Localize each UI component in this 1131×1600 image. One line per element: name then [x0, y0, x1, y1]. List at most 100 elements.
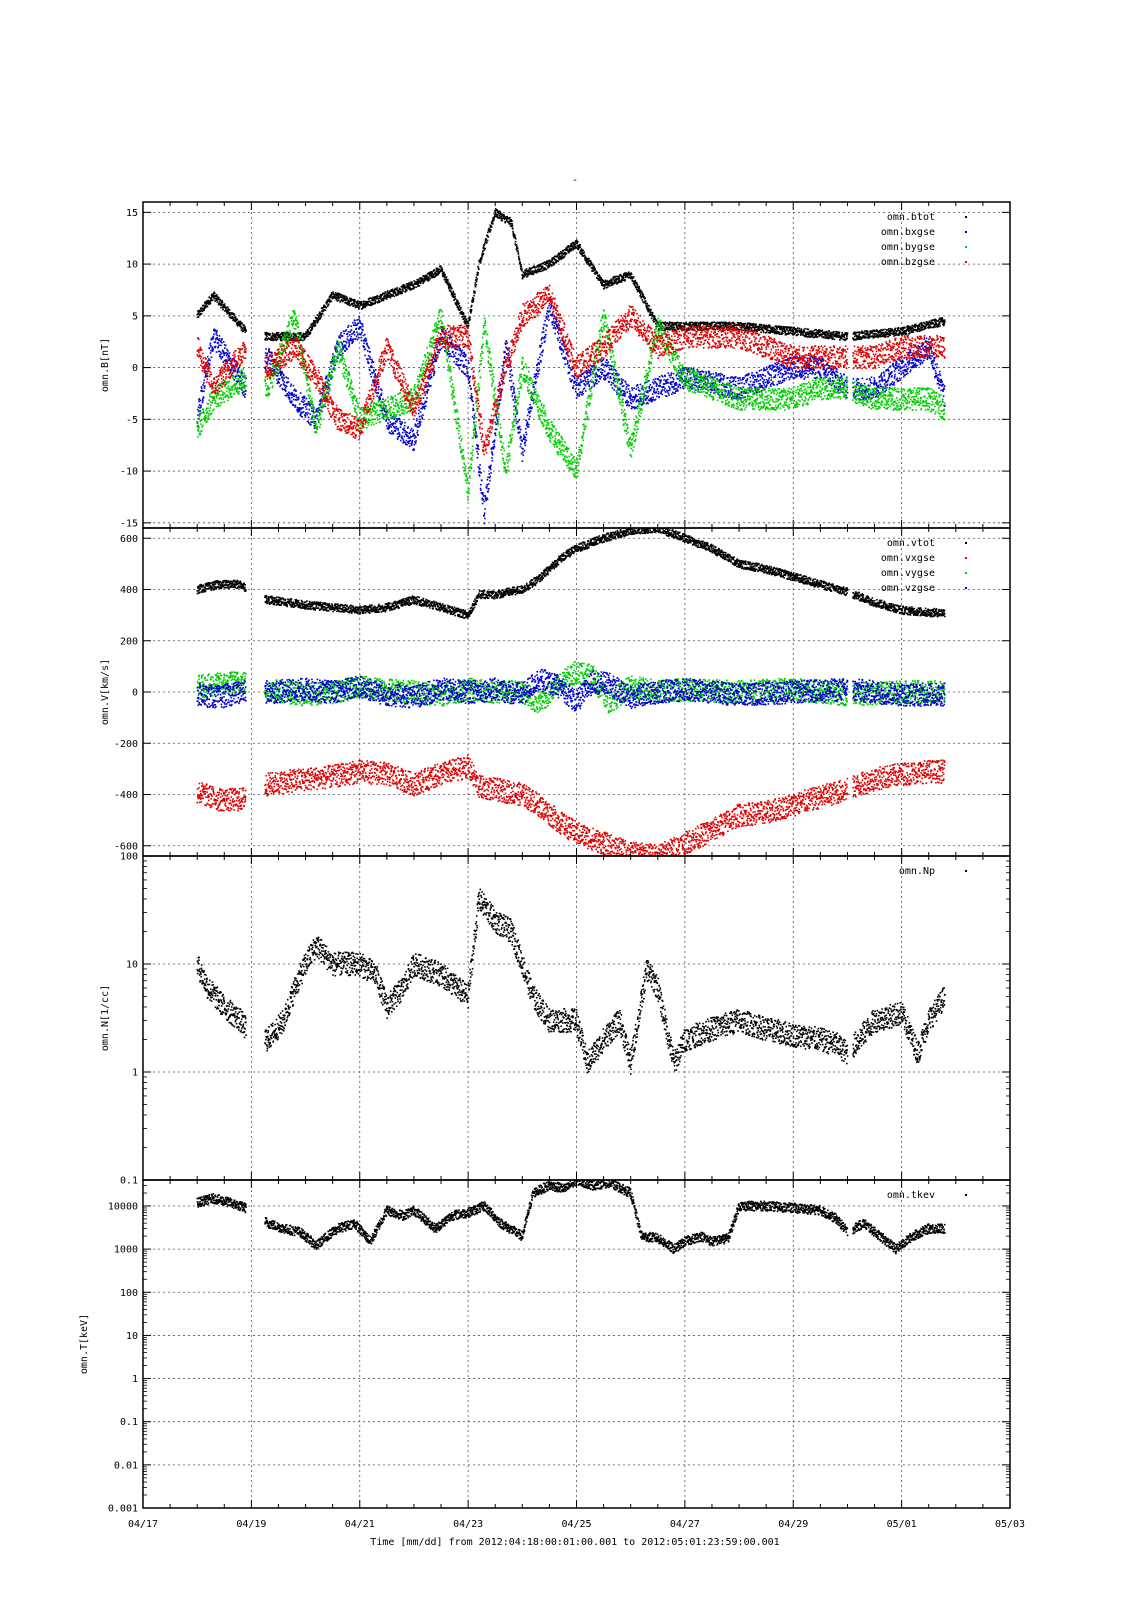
data-point: [221, 338, 223, 340]
data-point: [324, 305, 327, 308]
data-point: [196, 316, 199, 319]
data-point: [416, 418, 418, 420]
data-point: [406, 284, 409, 287]
data-point: [858, 333, 861, 336]
data-point: [449, 337, 452, 339]
data-point: [389, 421, 392, 423]
data-point: [292, 335, 295, 338]
data-point: [372, 361, 375, 363]
data-point: [272, 337, 274, 340]
data-point: [376, 297, 379, 300]
data-point: [817, 329, 819, 332]
data-point: [370, 361, 373, 364]
data-point: [430, 273, 432, 276]
data-point: [456, 348, 459, 351]
data-point: [606, 286, 609, 289]
data-point: [367, 346, 370, 348]
data-point: [731, 322, 734, 324]
data-point: [798, 327, 801, 330]
data-point: [631, 276, 634, 279]
data-point: [415, 436, 417, 438]
data-point: [620, 274, 622, 277]
data-point: [570, 242, 572, 245]
data-point: [315, 316, 318, 319]
data-point: [198, 398, 201, 400]
data-point: [404, 431, 407, 433]
data-point: [560, 250, 562, 253]
data-point: [455, 360, 458, 363]
data-point: [354, 322, 356, 324]
data-point: [233, 359, 236, 362]
data-point: [198, 310, 201, 313]
data-point: [306, 402, 308, 405]
data-point: [767, 329, 769, 332]
data-point: [392, 292, 395, 294]
data-point: [479, 262, 482, 264]
data-point: [853, 332, 856, 335]
data-point: [359, 304, 362, 306]
data-point: [606, 279, 608, 282]
data-point: [349, 297, 351, 300]
plot-area: [196, 207, 946, 525]
data-point: [815, 336, 818, 338]
data-point: [727, 329, 729, 331]
data-point: [458, 306, 460, 309]
data-point: [399, 420, 401, 423]
data-point: [222, 341, 225, 343]
data-point: [310, 424, 312, 426]
data-point: [935, 322, 938, 325]
data-point: [413, 443, 416, 446]
data-point: [311, 326, 314, 328]
data-point: [433, 276, 435, 279]
data-point: [430, 276, 433, 279]
data-point: [768, 325, 770, 328]
data-point: [419, 280, 422, 283]
data-point: [557, 255, 559, 258]
data-point: [588, 265, 591, 267]
data-point: [355, 335, 358, 338]
data-point: [603, 287, 606, 289]
data-point: [486, 235, 489, 237]
data-point: [244, 396, 246, 398]
data-point: [226, 348, 228, 351]
data-point: [371, 303, 373, 306]
data-point: [305, 331, 307, 334]
data-point: [893, 330, 896, 333]
data-point: [197, 316, 200, 318]
data-point: [523, 276, 525, 278]
data-point: [892, 333, 894, 336]
data-point: [930, 320, 933, 322]
data-point: [814, 335, 817, 338]
data-point: [458, 353, 460, 356]
data-point: [424, 279, 427, 281]
data-point: [717, 322, 720, 324]
data-point: [240, 371, 242, 374]
data-point: [371, 359, 373, 361]
data-point: [837, 335, 840, 337]
data-point: [776, 327, 778, 329]
data-point: [489, 467, 492, 469]
data-point: [451, 292, 454, 295]
data-point: [943, 324, 945, 327]
data-point: [461, 371, 463, 373]
data-point: [482, 498, 485, 501]
data-point: [438, 341, 440, 343]
data-point: [278, 377, 281, 380]
data-point: [265, 337, 267, 339]
data-point: [294, 404, 297, 407]
data-point: [416, 429, 419, 432]
data-point: [785, 328, 788, 331]
data-point: [373, 296, 376, 298]
data-point: [722, 327, 725, 330]
data-point: [366, 350, 369, 352]
data-point: [504, 216, 507, 218]
data-point: [451, 287, 453, 290]
data-point: [391, 422, 393, 425]
data-point: [203, 385, 206, 387]
data-point: [383, 297, 386, 300]
data-point: [747, 322, 750, 325]
data-point: [852, 337, 854, 339]
data-point: [607, 280, 609, 283]
data-point: [764, 326, 767, 328]
data-point: [511, 224, 514, 227]
